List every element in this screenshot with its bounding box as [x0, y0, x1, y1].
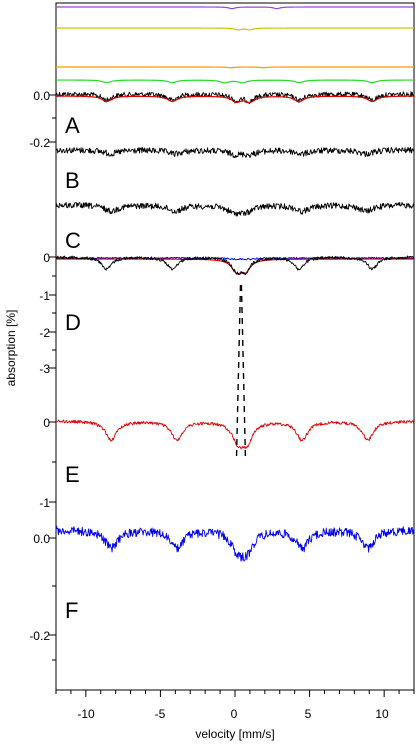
y-tick-label-d-0: 0: [43, 251, 50, 265]
panel-label-e: E: [65, 462, 80, 487]
y-axis-title: absorption [%]: [4, 310, 18, 387]
x-tick-label-0: -10: [77, 707, 95, 721]
panel-label-d: D: [65, 310, 81, 335]
y-tick-label-e-0: 0: [43, 416, 50, 430]
series-b-0: [55, 146, 415, 159]
y-tick-label-f-1: -0.2: [29, 629, 50, 643]
y-tick-label-d-3: -3: [39, 362, 50, 376]
y-tick-label-f-0: 0.0: [33, 532, 50, 546]
series-traces: [55, 6, 415, 562]
y-tick-label-d-1: -1: [39, 289, 50, 303]
series-a-3: [55, 79, 414, 84]
dashed-peak-line: [235, 284, 242, 459]
series-a-2: [55, 66, 414, 69]
panel-label-f: F: [65, 598, 78, 623]
series-a-5: [55, 95, 414, 104]
series-a-1: [55, 27, 414, 31]
panel-label-a: A: [65, 113, 80, 138]
x-tick-label-1: -5: [155, 707, 166, 721]
series-a-4: [55, 91, 415, 105]
x-tick-labels: -10 -5 0 5 10: [77, 707, 389, 721]
y-tick-label-e-1: -1: [39, 496, 50, 510]
series-e-0: [55, 419, 415, 450]
plot-frame: [55, 2, 415, 691]
axes: [49, 94, 415, 697]
y-tick-label-ac-0: 0.0: [33, 89, 50, 103]
dashed-peak-line: [240, 284, 247, 459]
x-tick-label-3: 5: [305, 707, 312, 721]
x-tick-label-4: 10: [375, 707, 389, 721]
panel-label-c: C: [65, 228, 81, 253]
series-a-0: [55, 6, 414, 10]
series-f-0: [55, 525, 415, 562]
series-d-2: [55, 255, 415, 276]
panel-d-dashed-peaks: [235, 284, 247, 459]
x-tick-label-2: 0: [231, 707, 238, 721]
y-tick-label-d-2: -2: [39, 326, 50, 340]
x-axis-title: velocity [mm/s]: [195, 727, 274, 741]
y-tick-label-ac-1: -0.2: [29, 136, 50, 150]
y-tick-labels: 0.0 -0.2 0 -1 -2 -3 0 -1 0.0 -0.2: [29, 89, 50, 643]
series-c-0: [55, 202, 415, 217]
panel-label-b: B: [65, 168, 80, 193]
